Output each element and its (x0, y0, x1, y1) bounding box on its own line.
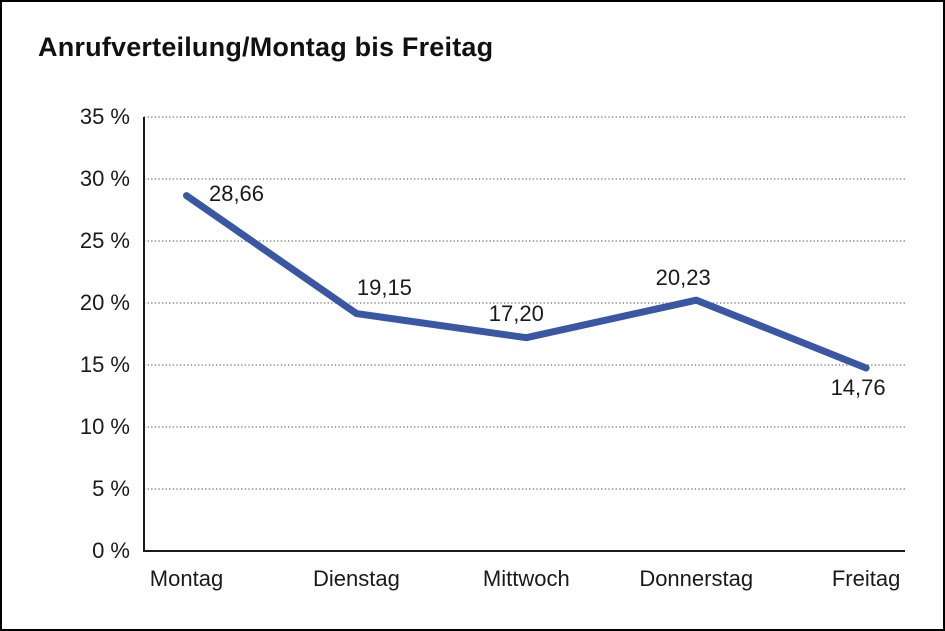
x-axis-label: Dienstag (312, 566, 400, 591)
y-axis-label: 10 % (79, 414, 130, 439)
x-axis-label: Montag (149, 566, 224, 591)
data-label: 20,23 (655, 265, 711, 291)
y-axis-label: 25 % (79, 228, 130, 253)
y-axis-label: 15 % (79, 352, 130, 377)
chart-title: Anrufverteilung/Montag bis Freitag (38, 32, 494, 62)
y-axis-label: 5 % (92, 476, 130, 501)
data-label: 14,76 (830, 374, 886, 400)
x-axis-label: Mittwoch (482, 566, 570, 591)
axes (143, 117, 905, 552)
x-axis-label: Freitag (831, 566, 901, 591)
gridlines (144, 116, 905, 490)
series-line (183, 192, 870, 372)
y-axis-label: 0 % (92, 538, 130, 563)
y-axis-label: 30 % (79, 166, 130, 191)
data-label: 19,15 (356, 274, 412, 300)
y-axis-label: 35 % (79, 104, 130, 129)
data-label: 17,20 (488, 300, 544, 326)
x-axis-label: Donnerstag (639, 566, 754, 591)
data-label: 28,66 (208, 180, 265, 206)
y-axis-label: 20 % (79, 290, 130, 315)
